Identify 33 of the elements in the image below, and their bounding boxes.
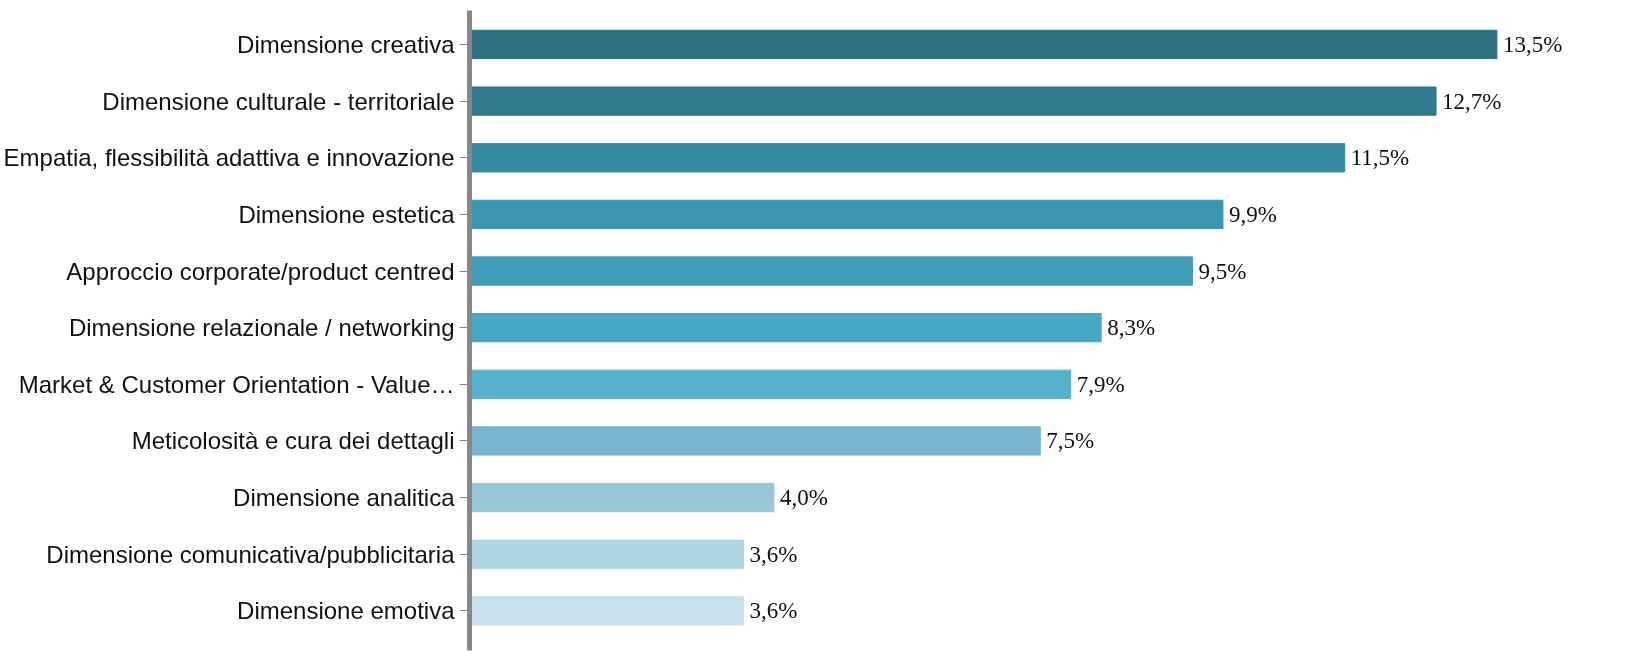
bar (469, 86, 1437, 116)
data-label: 11,5% (1350, 145, 1410, 171)
y-tick-label: Meticolosità e cura dei dettagli (131, 427, 455, 455)
data-label: 7,9% (1076, 371, 1125, 397)
y-tick-label: Market & Customer Orientation - Value… (18, 370, 455, 398)
data-label: 7,5% (1046, 428, 1095, 454)
y-tick-label: Approccio corporate/product centred (66, 257, 455, 285)
bar (469, 313, 1102, 343)
data-label: 3,6% (749, 541, 798, 567)
bar (469, 539, 744, 569)
data-label: 3,6% (749, 598, 798, 624)
bar (469, 29, 1498, 60)
bar (469, 426, 1041, 456)
y-tick-label: Dimensione analitica (233, 484, 456, 512)
bar (469, 256, 1194, 286)
y-tick-label: Dimensione emotiva (237, 597, 456, 625)
y-tick-label: Dimensione creativa (237, 30, 456, 58)
y-tick-label: Empatia, flessibilità adattiva e innovazione (3, 144, 455, 172)
data-label: 9,5% (1198, 258, 1247, 284)
y-tick-label: Dimensione culturale - territoriale (102, 87, 455, 115)
data-label: 9,9% (1228, 201, 1277, 227)
bar (469, 369, 1072, 399)
bar (469, 596, 744, 626)
bar (469, 199, 1224, 230)
bar (469, 143, 1346, 173)
data-label: 13,5% (1502, 31, 1563, 57)
y-tick-label: Dimensione relazionale / networking (68, 314, 455, 342)
y-tick-label: Dimensione estetica (238, 200, 456, 228)
bar (469, 482, 775, 513)
data-label: 12,7% (1442, 88, 1502, 114)
y-tick-label: Dimensione comunicativa/pubblicitaria (46, 540, 456, 568)
data-label: 4,0% (779, 485, 828, 511)
data-label: 8,3% (1107, 315, 1156, 341)
